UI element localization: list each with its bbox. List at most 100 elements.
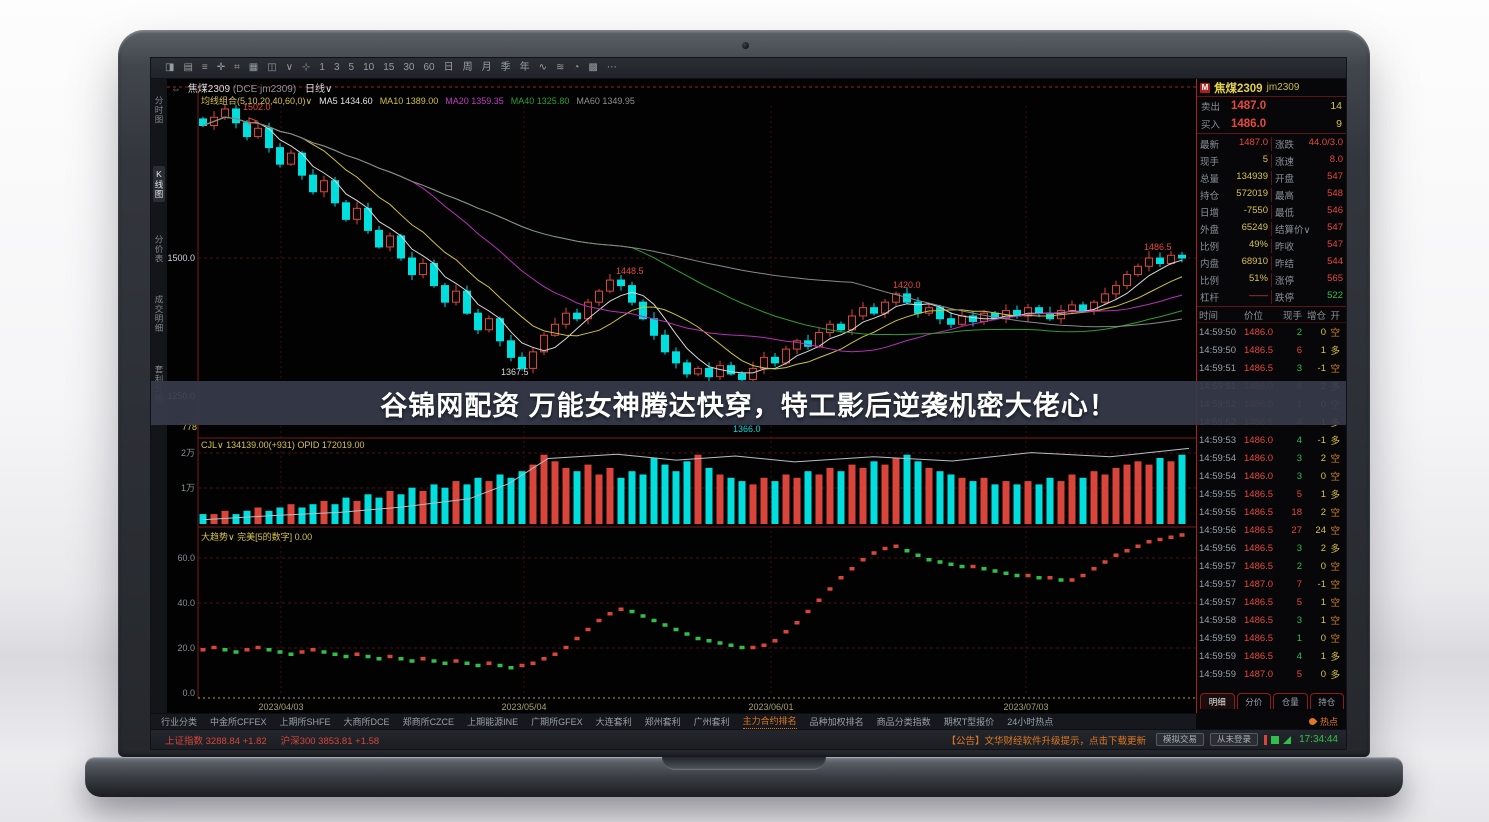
detail-value: 134939	[1236, 170, 1268, 182]
toolbar-icon[interactable]: ⊹	[302, 62, 311, 73]
bottom-tab-2[interactable]: 中金所CFFEX	[210, 717, 267, 727]
toolbar-icon[interactable]: ◫	[267, 62, 277, 73]
tape-cell: -1	[1317, 434, 1326, 446]
bottom-tab-12[interactable]: 品种加权排名	[809, 717, 864, 727]
tape-cell: 空	[1330, 508, 1340, 519]
tape-cell: 1487.0	[1244, 578, 1274, 590]
toolbar-icon[interactable]: ◔	[573, 62, 580, 73]
detail-label: 跌停	[1275, 292, 1295, 304]
toolbar-icon[interactable]: 季	[500, 62, 511, 73]
tape-cell: 1486.5	[1244, 632, 1274, 644]
bottom-tab-1[interactable]: 行业分类	[161, 717, 198, 727]
indicator-legend[interactable]: 大趋势∨ 完美[5的数字] 0.00	[201, 532, 313, 542]
bottom-tab-3[interactable]: 上期所SHFE	[279, 717, 331, 727]
clock-time: 17:34:44	[1299, 734, 1338, 745]
tape-row[interactable]: 14:59:59 1486.5 1 0 空	[1197, 629, 1346, 647]
quote-tab-仓量[interactable]: 仓量	[1273, 693, 1308, 709]
bottom-tab-13[interactable]: 商品分类指数	[876, 717, 931, 727]
quote-tab-分价[interactable]: 分价	[1236, 693, 1271, 709]
detail-label: 昨收	[1275, 241, 1295, 253]
toolbar-icon[interactable]: ⌗	[234, 62, 240, 73]
toolbar-icon[interactable]: ▤	[183, 62, 193, 73]
bottom-tab-10[interactable]: 广州套利	[693, 717, 730, 727]
bottom-tab-11[interactable]: 主力合约排名	[742, 714, 797, 729]
bottom-tab-9[interactable]: 郑州套利	[644, 717, 681, 727]
tape-row[interactable]: 14:59:57 1486.5 5 1 空	[1197, 593, 1346, 611]
ma-legend-item: MA20 1359.35	[445, 96, 504, 106]
volume-legend[interactable]: CJL∨ 134139.00(+931) OPID 172019.00	[201, 440, 365, 450]
toolbar-icon[interactable]: 5	[348, 62, 355, 73]
tape-row[interactable]: 14:59:55 1486.5 18 2 空	[1197, 503, 1346, 521]
tape-row[interactable]: 14:59:51 1486.5 3 -1 空	[1197, 359, 1346, 377]
toolbar-icon[interactable]: ◨	[165, 62, 175, 73]
tape-row[interactable]: 14:59:56 1486.5 27 24 空	[1197, 521, 1346, 539]
sidebar-tab-3[interactable]: 分价表	[154, 234, 164, 264]
toolbar-icon[interactable]: 30	[403, 62, 415, 73]
toolbar-icon[interactable]: ▩	[588, 62, 598, 73]
bottom-tab-4[interactable]: 大商所DCE	[343, 717, 390, 727]
sidebar-tab-1[interactable]: 分时图	[154, 96, 164, 125]
quote-detail-cell: 比例 51%	[1197, 273, 1271, 287]
toolbar-icon[interactable]: ∨	[285, 62, 294, 73]
detail-label: 最新	[1200, 139, 1220, 151]
toolbar-icon[interactable]: ∿	[538, 62, 547, 73]
quote-tab-明细[interactable]: 明细	[1200, 693, 1235, 709]
link-icon[interactable]: ⇔	[171, 84, 181, 95]
ma-group-label[interactable]: 均线组合(5,10,20,40,60,0)∨	[201, 96, 313, 106]
hot-link[interactable]: 热点	[1196, 713, 1346, 729]
toolbar-icon[interactable]: ≋	[555, 62, 565, 73]
tape-list[interactable]: 14:59:50 1486.0 2 0 空 14:59:50 1486.5 6 1 多 14:59:…	[1197, 323, 1346, 683]
chart-canvas[interactable]: 1500.01250.07782万1万60.040.020.00.02023/0…	[151, 58, 1346, 749]
bottom-tab-15[interactable]: 24小时热点	[1007, 717, 1054, 727]
tape-cell: 3	[1296, 362, 1302, 374]
flag-marker-icon	[248, 117, 259, 125]
laptop-lid: ◨ ▤ ≡ ✛ ⌗ ▦ ◫ ∨ ⊹ 1 3 5 10 15 30 60 日周月季年 ∿ ≋ ◔ ▩ ⋯ 分时图 K线图 分价表…	[118, 30, 1370, 757]
tape-cell: 14:59:57	[1199, 578, 1236, 590]
sidebar-tab-2[interactable]: K线图	[153, 165, 165, 202]
toolbar-icon[interactable]: 月	[481, 62, 492, 73]
toolbar-icon[interactable]: ⋯	[606, 62, 617, 73]
toolbar-icon[interactable]: 15	[383, 62, 395, 73]
status-button[interactable]: 从未登录	[1210, 733, 1259, 746]
ma20-line	[202, 116, 1183, 353]
tape-row[interactable]: 14:59:57 1486.5 2 0 空	[1197, 557, 1346, 575]
tape-row[interactable]: 14:59:53 1486.0 4 -1 多	[1197, 431, 1346, 449]
tape-row[interactable]: 14:59:50 1486.5 6 1 多	[1197, 341, 1346, 359]
tape-row[interactable]: 14:59:58 1486.5 3 1 空	[1197, 611, 1346, 629]
bottom-tab-6[interactable]: 上期能源INE	[467, 717, 519, 727]
tape-row[interactable]: 14:59:54 1486.0 3 2 空	[1197, 449, 1346, 467]
tape-row[interactable]: 14:59:50 1486.0 2 0 空	[1197, 323, 1346, 341]
tape-cell: 24	[1315, 524, 1326, 536]
sidebar-tab-4[interactable]: 成交明细	[154, 295, 164, 333]
period-selector[interactable]: 日线∨	[304, 84, 333, 95]
toolbar-icon[interactable]: 3	[333, 62, 340, 73]
toolbar-icon[interactable]: ≡	[201, 62, 208, 73]
tape-header: 时间 价位 现手 增仓开	[1197, 307, 1346, 323]
tape-row[interactable]: 14:59:55 1486.5 5 1 多	[1197, 485, 1346, 503]
status-button[interactable]: 模拟交易	[1156, 733, 1205, 746]
detail-label: 日增	[1200, 207, 1220, 219]
bottom-tab-14[interactable]: 期权T型报价	[943, 717, 995, 727]
tape-header-cell: 时间	[1199, 310, 1219, 322]
tape-row[interactable]: 14:59:54 1486.0 3 0 空	[1197, 467, 1346, 485]
toolbar-icon[interactable]: 10	[363, 62, 375, 73]
tape-row[interactable]: 14:59:59 1486.5 4 1 多	[1197, 647, 1346, 665]
bottom-tab-7[interactable]: 广期所GFEX	[531, 717, 583, 727]
toolbar-icon[interactable]: 年	[519, 62, 530, 73]
toolbar-icon[interactable]: ▦	[248, 62, 259, 73]
tape-cell: 空	[1330, 328, 1340, 339]
toolbar-icon[interactable]: 周	[462, 62, 473, 73]
bottom-tab-5[interactable]: 郑商所CZCE	[402, 717, 455, 727]
tape-row[interactable]: 14:59:59 1487.0 5 0 多	[1197, 665, 1346, 683]
tape-row[interactable]: 14:59:56 1486.5 3 2 多	[1197, 539, 1346, 557]
tape-cell: 3	[1296, 614, 1302, 626]
quote-tab-持仓[interactable]: 持仓	[1309, 693, 1344, 709]
bottom-tab-8[interactable]: 大连套利	[595, 717, 632, 727]
toolbar-icon[interactable]: 1	[319, 62, 325, 73]
toolbar-icon[interactable]: 60	[423, 62, 435, 73]
detail-value: 547	[1327, 221, 1343, 233]
toolbar-icon[interactable]: ✛	[216, 62, 226, 73]
announcement-text[interactable]: 【公告】文华财经软件升级提示，点击下载更新	[946, 735, 1147, 747]
tape-row[interactable]: 14:59:57 1487.0 7 -1 空	[1197, 575, 1346, 593]
toolbar-icon[interactable]: 日	[443, 62, 454, 73]
